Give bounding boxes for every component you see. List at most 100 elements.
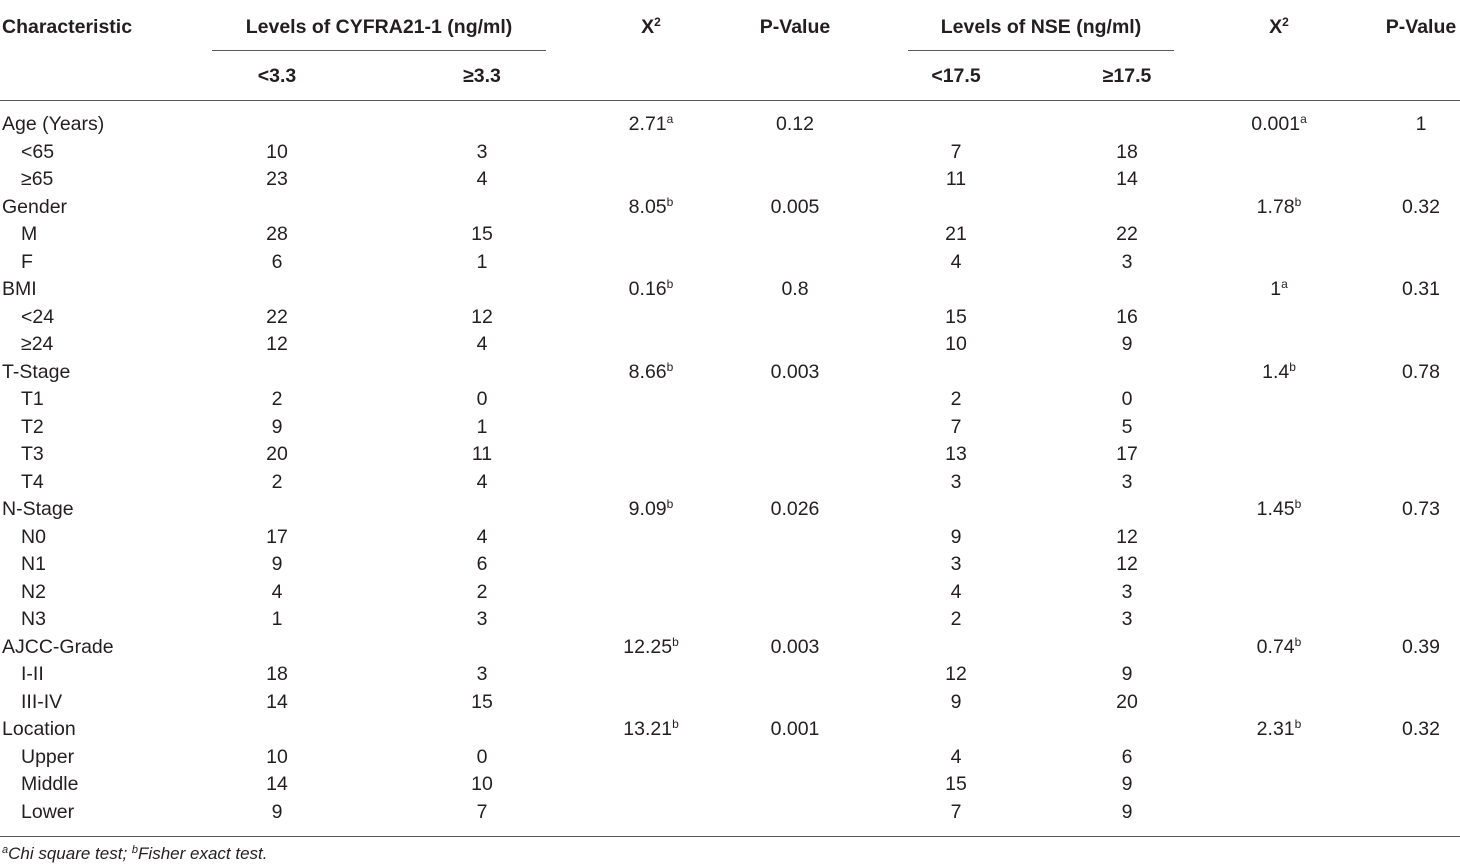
cell-nse-low: 3: [950, 553, 962, 575]
cell-nse-low: 7: [950, 415, 962, 438]
row-label: N1: [21, 553, 46, 575]
footnote-marker: b: [672, 634, 679, 649]
cell-nse-pvalue: 0.78: [1402, 360, 1440, 383]
cell-nse-low: 10: [945, 333, 967, 355]
table-group-row: N-Stage 9.09b 0.026 1.45b 0.73: [0, 496, 1460, 524]
cell-cyfra-high: 10: [471, 773, 493, 795]
cell-nse-chi: 1.45b: [1256, 497, 1302, 520]
cell-nse-high: 18: [1116, 140, 1138, 163]
header-cyfra-group: Levels of CYFRA21-1 (ng/ml): [245, 16, 513, 38]
cell-nse-high: 20: [1116, 690, 1138, 713]
table-row: M 28 15 21 22: [0, 221, 1460, 249]
cell-cyfra-high: 3: [476, 663, 488, 685]
row-label: Upper: [21, 745, 75, 768]
row-label: Lower: [21, 800, 75, 823]
cell-nse-low: 21: [945, 223, 967, 245]
cell-nse-high: 3: [1121, 250, 1133, 273]
cell-nse-pvalue: 1: [1415, 113, 1427, 135]
cell-cyfra-chi: 0.16b: [628, 277, 674, 300]
cell-nse-high: 3: [1121, 470, 1133, 493]
cell-cyfra-low: 9: [271, 415, 283, 438]
cell-nse-chi: 1.78b: [1256, 194, 1302, 218]
header-nse-low: <17.5: [931, 65, 981, 87]
cell-cyfra-pvalue: 0.026: [770, 498, 820, 520]
cell-cyfra-high: 4: [476, 525, 488, 548]
footnote-marker: a: [1281, 277, 1288, 291]
cell-nse-chi: 1a: [1270, 277, 1288, 300]
cell-nse-low: 4: [950, 580, 962, 603]
cell-cyfra-low: 20: [266, 443, 288, 465]
cell-cyfra-high: 0: [476, 388, 488, 410]
footnote-marker: b: [666, 277, 674, 291]
row-label: Location: [2, 718, 76, 740]
row-label: M: [21, 223, 38, 245]
cell-cyfra-pvalue: 0.003: [770, 360, 820, 383]
cell-cyfra-high: 6: [476, 553, 488, 575]
header-cyfra-high: ≥3.3: [463, 65, 501, 87]
table-row: ≥65 23 4 11 14: [0, 166, 1460, 194]
header-nse-group: Levels of NSE (ng/ml): [940, 16, 1142, 38]
cell-nse-high: 22: [1116, 223, 1138, 245]
cell-nse-pvalue: 0.32: [1402, 195, 1440, 218]
header-cyfra-chi: X2: [641, 15, 661, 38]
cell-cyfra-high: 1: [476, 415, 488, 438]
cell-cyfra-high: 3: [476, 608, 488, 630]
table-footnote: aChi square test; bFisher exact test.: [2, 844, 268, 863]
cell-cyfra-low: 22: [266, 305, 288, 328]
footnote-marker: b: [666, 497, 674, 511]
row-label: ≥65: [21, 168, 54, 190]
cell-cyfra-chi: 13.21b: [623, 717, 679, 740]
row-label: BMI: [2, 278, 37, 300]
footnote-marker: b: [1294, 194, 1302, 209]
cell-cyfra-low: 10: [266, 140, 288, 163]
nse-group-rule: [908, 50, 1174, 51]
header-nse-pvalue: P-Value: [1385, 16, 1457, 38]
header-characteristic: Characteristic: [2, 16, 133, 38]
cyfra-group-rule: [212, 50, 546, 51]
table-row: Lower 9 7 7 9: [0, 799, 1460, 827]
cell-nse-low: 9: [950, 690, 962, 713]
cell-nse-low: 11: [945, 168, 967, 190]
cell-cyfra-chi: 12.25b: [623, 634, 679, 658]
row-label: N0: [21, 525, 46, 548]
table-group-row: Location 13.21b 0.001 2.31b 0.32: [0, 716, 1460, 744]
table-group-row: T-Stage 8.66b 0.003 1.4b 0.78: [0, 359, 1460, 387]
cell-cyfra-low: 9: [271, 553, 283, 575]
cell-cyfra-high: 15: [471, 223, 493, 245]
cell-cyfra-pvalue: 0.12: [776, 113, 814, 135]
cell-nse-chi: 2.31b: [1256, 717, 1302, 740]
cell-nse-chi: 1.4b: [1262, 359, 1296, 383]
table-row: T3 20 11 13 17: [0, 441, 1460, 469]
cell-nse-high: 9: [1121, 773, 1133, 795]
footnote-marker: b: [1294, 497, 1302, 511]
cell-cyfra-low: 17: [266, 525, 288, 548]
cell-nse-low: 2: [950, 388, 962, 410]
footnote-marker: a: [666, 112, 674, 126]
table-group-row: Age (Years) 2.71a 0.12 0.001a 1: [0, 111, 1460, 139]
footnote-marker: a: [1300, 112, 1307, 126]
table-row: I-II 18 3 12 9: [0, 661, 1460, 689]
cell-cyfra-low: 2: [271, 388, 283, 410]
cell-nse-low: 3: [950, 470, 962, 493]
header-nse-high: ≥17.5: [1102, 65, 1152, 87]
cell-cyfra-pvalue: 0.005: [770, 195, 820, 218]
table-row: T2 9 1 7 5: [0, 414, 1460, 442]
header-nse-chi: X2: [1269, 15, 1289, 38]
cell-nse-low: 7: [950, 800, 962, 823]
cell-nse-low: 2: [950, 608, 962, 630]
row-label: Age (Years): [2, 113, 105, 135]
row-label: <24: [21, 305, 55, 328]
cell-cyfra-low: 28: [266, 223, 288, 245]
table-row: N2 4 2 4 3: [0, 579, 1460, 607]
table-body: Age (Years) 2.71a 0.12 0.001a 1 <65 10 3 7 18 ≥65 2…: [0, 111, 1460, 826]
footnote-marker: b: [1294, 634, 1302, 649]
table-row: F 6 1 4 3: [0, 249, 1460, 277]
cell-cyfra-low: 9: [271, 800, 283, 823]
cell-nse-high: 5: [1121, 415, 1133, 438]
cell-cyfra-low: 6: [271, 250, 283, 273]
table-row: ≥24 12 4 10 9: [0, 331, 1460, 359]
row-label: <65: [21, 140, 55, 163]
cell-nse-high: 9: [1121, 333, 1133, 355]
cell-cyfra-high: 0: [476, 745, 488, 768]
cell-nse-high: 12: [1116, 525, 1138, 548]
